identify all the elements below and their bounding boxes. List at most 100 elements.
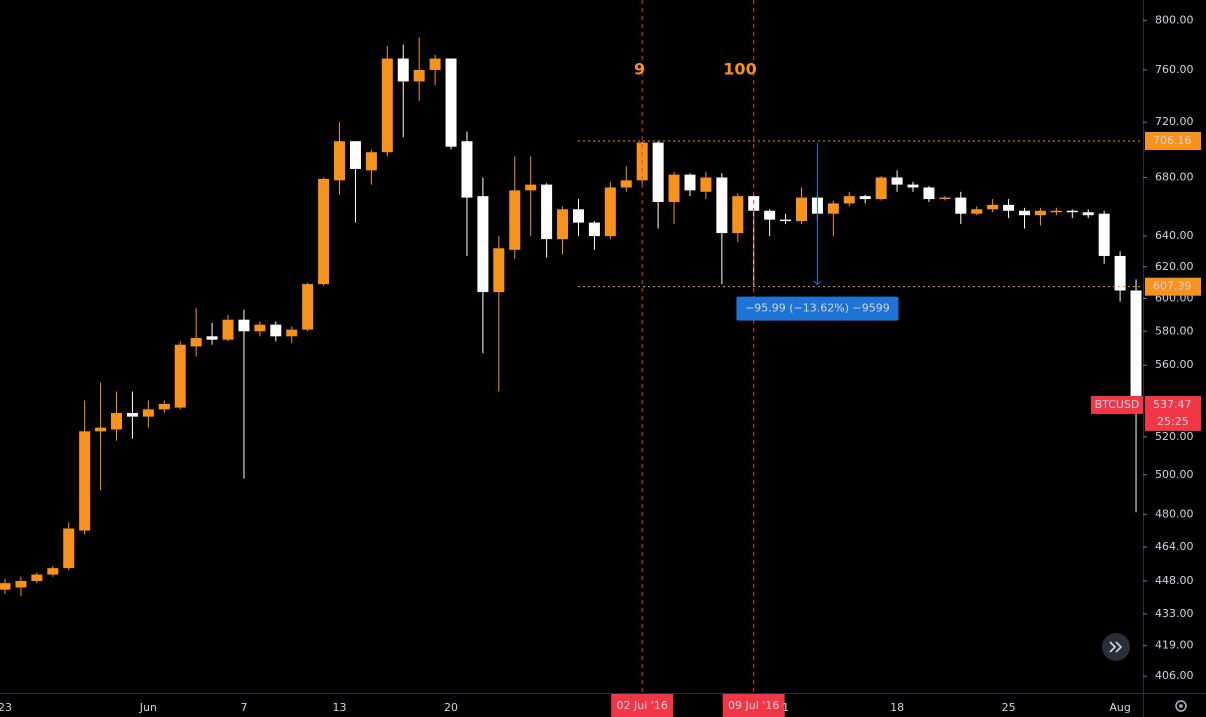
settings-icon-center[interactable] bbox=[1179, 704, 1183, 708]
y-tick-label: 800.00 bbox=[1155, 13, 1194, 26]
candle-body bbox=[206, 336, 218, 340]
candle-body bbox=[1066, 210, 1078, 213]
candle-body bbox=[652, 142, 664, 202]
candle-body bbox=[111, 413, 123, 430]
candle-body bbox=[31, 574, 43, 581]
price-line-label: 607.39 bbox=[1153, 280, 1192, 293]
candle-body bbox=[843, 196, 855, 204]
price-line-box bbox=[1145, 277, 1201, 296]
candle-body bbox=[1114, 255, 1126, 291]
y-tick-label: 680.00 bbox=[1155, 170, 1194, 183]
y-tick-label: 433.00 bbox=[1155, 607, 1194, 620]
candle-body bbox=[493, 248, 505, 293]
measure-arrow-head bbox=[813, 280, 822, 286]
candle-body bbox=[907, 184, 919, 188]
candle-body bbox=[1082, 212, 1094, 216]
candle-body bbox=[875, 177, 887, 200]
candle-body bbox=[700, 177, 712, 192]
countdown-label: 25:25 bbox=[1157, 415, 1189, 428]
candle-body bbox=[477, 196, 489, 293]
candle-body bbox=[397, 58, 409, 82]
candle-body bbox=[79, 431, 91, 531]
x-tick-label: 18 bbox=[890, 701, 904, 714]
candle-body bbox=[349, 141, 361, 169]
candle-body bbox=[859, 196, 871, 200]
y-tick-label: 720.00 bbox=[1155, 115, 1194, 128]
candle-body bbox=[158, 403, 170, 410]
y-tick-label: 580.00 bbox=[1155, 324, 1194, 337]
y-tick-label: 760.00 bbox=[1155, 63, 1194, 76]
y-tick-label: 419.00 bbox=[1155, 639, 1194, 652]
candle-body bbox=[334, 141, 346, 181]
y-tick-label: 406.00 bbox=[1155, 669, 1194, 682]
x-tick-label: Jun bbox=[139, 701, 157, 714]
candle-body bbox=[270, 324, 282, 337]
candle-body bbox=[0, 583, 11, 590]
measure-box bbox=[736, 296, 899, 321]
crosshair-date-label: 02 Jul '16 bbox=[617, 699, 668, 712]
candle-body bbox=[1130, 290, 1142, 405]
y-tick-label: 464.00 bbox=[1155, 540, 1194, 553]
y-tick-label: 520.00 bbox=[1155, 430, 1194, 443]
candle-body bbox=[302, 284, 314, 330]
x-tick-label: 7 bbox=[240, 701, 247, 714]
candle-body bbox=[732, 196, 744, 234]
candle-body bbox=[95, 427, 107, 432]
candle-body bbox=[1003, 204, 1015, 211]
x-tick-label: 25 bbox=[1002, 701, 1016, 714]
y-tick-label: 448.00 bbox=[1155, 574, 1194, 587]
candle-body bbox=[318, 178, 330, 285]
candle-body bbox=[764, 210, 776, 220]
candle-body bbox=[174, 344, 186, 408]
candle-body bbox=[891, 177, 903, 185]
x-tick-label: 13 bbox=[333, 701, 347, 714]
y-tick-label: 560.00 bbox=[1155, 358, 1194, 371]
candle-body bbox=[987, 204, 999, 210]
candle-body bbox=[796, 197, 807, 222]
candle-body bbox=[509, 190, 521, 250]
x-tick-label: 1 bbox=[782, 701, 789, 714]
y-tick-label: 500.00 bbox=[1155, 468, 1194, 481]
candle-body bbox=[684, 174, 696, 191]
candle-body bbox=[126, 413, 138, 417]
y-tick-label: 640.00 bbox=[1155, 229, 1194, 242]
candle-body bbox=[716, 177, 728, 234]
candle-body bbox=[971, 209, 983, 214]
candle-body bbox=[365, 152, 377, 171]
candle-body bbox=[827, 203, 839, 214]
candle-body bbox=[588, 222, 600, 237]
last-price-label: 537.47 bbox=[1153, 398, 1192, 411]
price-line-box bbox=[1145, 131, 1201, 150]
settings-icon[interactable] bbox=[1175, 700, 1187, 712]
crosshair-date-box bbox=[722, 694, 785, 717]
x-tick-label: 20 bbox=[444, 701, 458, 714]
candle-body bbox=[923, 187, 935, 200]
candle-body bbox=[413, 69, 425, 82]
candle-body bbox=[47, 568, 59, 575]
y-tick-label: 620.00 bbox=[1155, 260, 1194, 273]
symbol-box bbox=[1091, 395, 1143, 414]
candle-body bbox=[572, 209, 584, 223]
candle-body bbox=[381, 58, 393, 153]
last-price-box bbox=[1145, 395, 1201, 431]
candle-body bbox=[604, 187, 616, 237]
candle-body bbox=[461, 141, 473, 198]
crosshair-date-label: 09 Jul '16 bbox=[728, 699, 779, 712]
scroll-button[interactable] bbox=[1102, 633, 1130, 661]
candle-body bbox=[445, 58, 457, 147]
candle-body bbox=[254, 324, 266, 332]
symbol-label: BTCUSD bbox=[1095, 398, 1140, 411]
candle-body bbox=[1034, 210, 1046, 216]
price-line-label: 706.16 bbox=[1153, 134, 1192, 147]
scroll-icon[interactable] bbox=[1109, 641, 1123, 653]
candle-body bbox=[222, 319, 234, 340]
crosshair-annotation: 9 bbox=[634, 60, 645, 79]
candle-body bbox=[429, 58, 441, 70]
settings-button[interactable] bbox=[1175, 700, 1187, 712]
candle-body bbox=[142, 409, 154, 417]
candle-body bbox=[238, 319, 250, 332]
candle-body bbox=[525, 184, 537, 191]
crosshair-annotation: 100 bbox=[723, 60, 756, 79]
